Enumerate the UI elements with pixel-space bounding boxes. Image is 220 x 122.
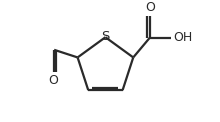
Text: O: O xyxy=(48,74,58,87)
Text: OH: OH xyxy=(173,31,192,44)
Text: S: S xyxy=(101,30,110,43)
Text: O: O xyxy=(145,1,155,14)
